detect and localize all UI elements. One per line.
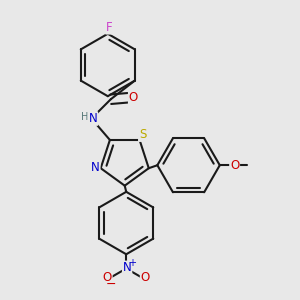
Text: O: O	[129, 91, 138, 104]
Text: −: −	[106, 278, 116, 291]
Text: H: H	[81, 112, 88, 122]
Text: S: S	[139, 128, 146, 141]
Text: O: O	[230, 159, 239, 172]
Text: N: N	[123, 261, 131, 274]
Text: N: N	[91, 161, 100, 174]
Text: O: O	[141, 271, 150, 284]
Text: O: O	[103, 271, 112, 284]
Text: N: N	[88, 112, 97, 125]
Text: F: F	[106, 21, 112, 34]
Text: +: +	[128, 258, 136, 268]
